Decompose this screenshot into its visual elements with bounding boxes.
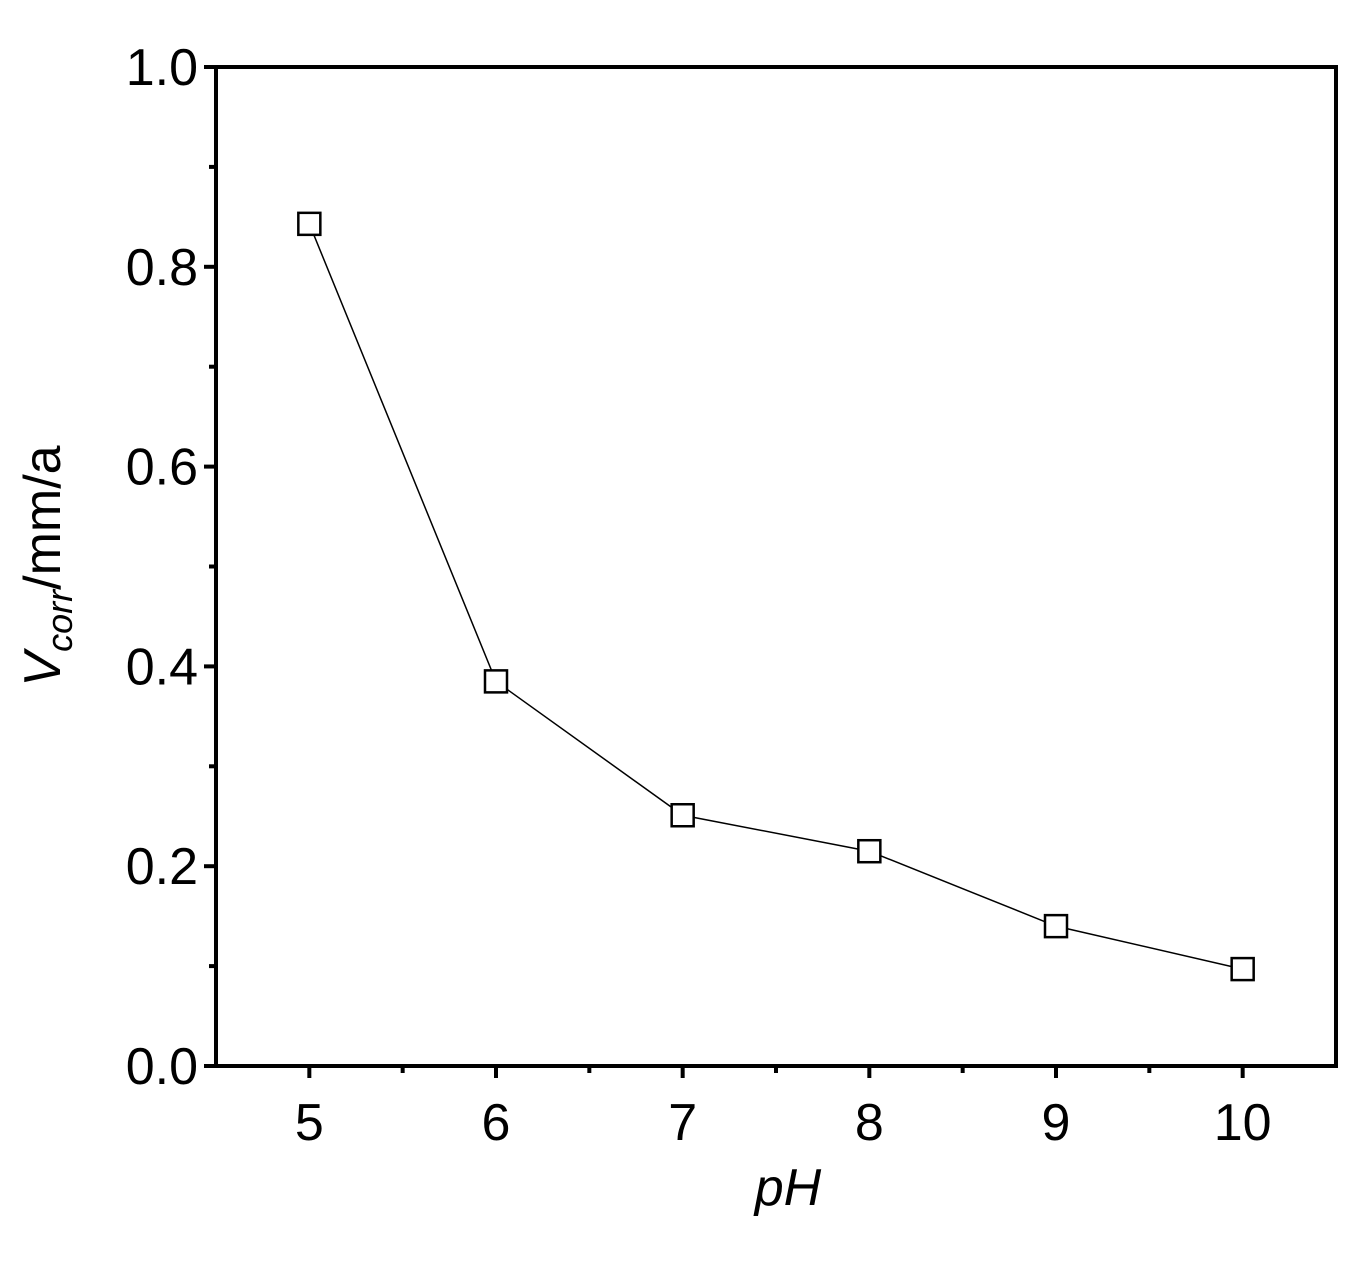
- x-tick-label: 5: [295, 1094, 324, 1152]
- x-tick-label: 8: [855, 1094, 884, 1152]
- y-axis-label-subscript: corr: [39, 588, 80, 652]
- y-tick-label: 0.4: [126, 638, 198, 696]
- data-marker: [483, 669, 509, 694]
- data-line: [308, 223, 1243, 970]
- x-tick-label: 9: [1042, 1094, 1071, 1152]
- y-tick-label: 0.6: [126, 439, 198, 497]
- y-tick-label: 0.0: [126, 1038, 198, 1096]
- y-axis-label-unit: /mm/a: [14, 445, 72, 590]
- y-tick-label: 0.8: [126, 239, 198, 297]
- data-marker: [1043, 913, 1069, 939]
- y-tick-label: 1.0: [126, 39, 198, 97]
- y-tick-label: 0.2: [126, 838, 198, 896]
- data-marker: [670, 803, 695, 828]
- data-marker: [857, 838, 882, 864]
- x-tick-label: 7: [668, 1094, 697, 1152]
- y-axis-label: Vcorr/mm/a: [14, 445, 80, 686]
- x-axis-label: pH: [753, 1159, 822, 1217]
- data-marker: [1230, 956, 1255, 982]
- plot-frame: [214, 65, 1338, 1068]
- data-marker: [297, 211, 322, 237]
- y-axis-label-symbol: V: [14, 648, 72, 687]
- x-tick-label: 6: [482, 1094, 511, 1152]
- x-tick-label: 10: [1214, 1094, 1272, 1152]
